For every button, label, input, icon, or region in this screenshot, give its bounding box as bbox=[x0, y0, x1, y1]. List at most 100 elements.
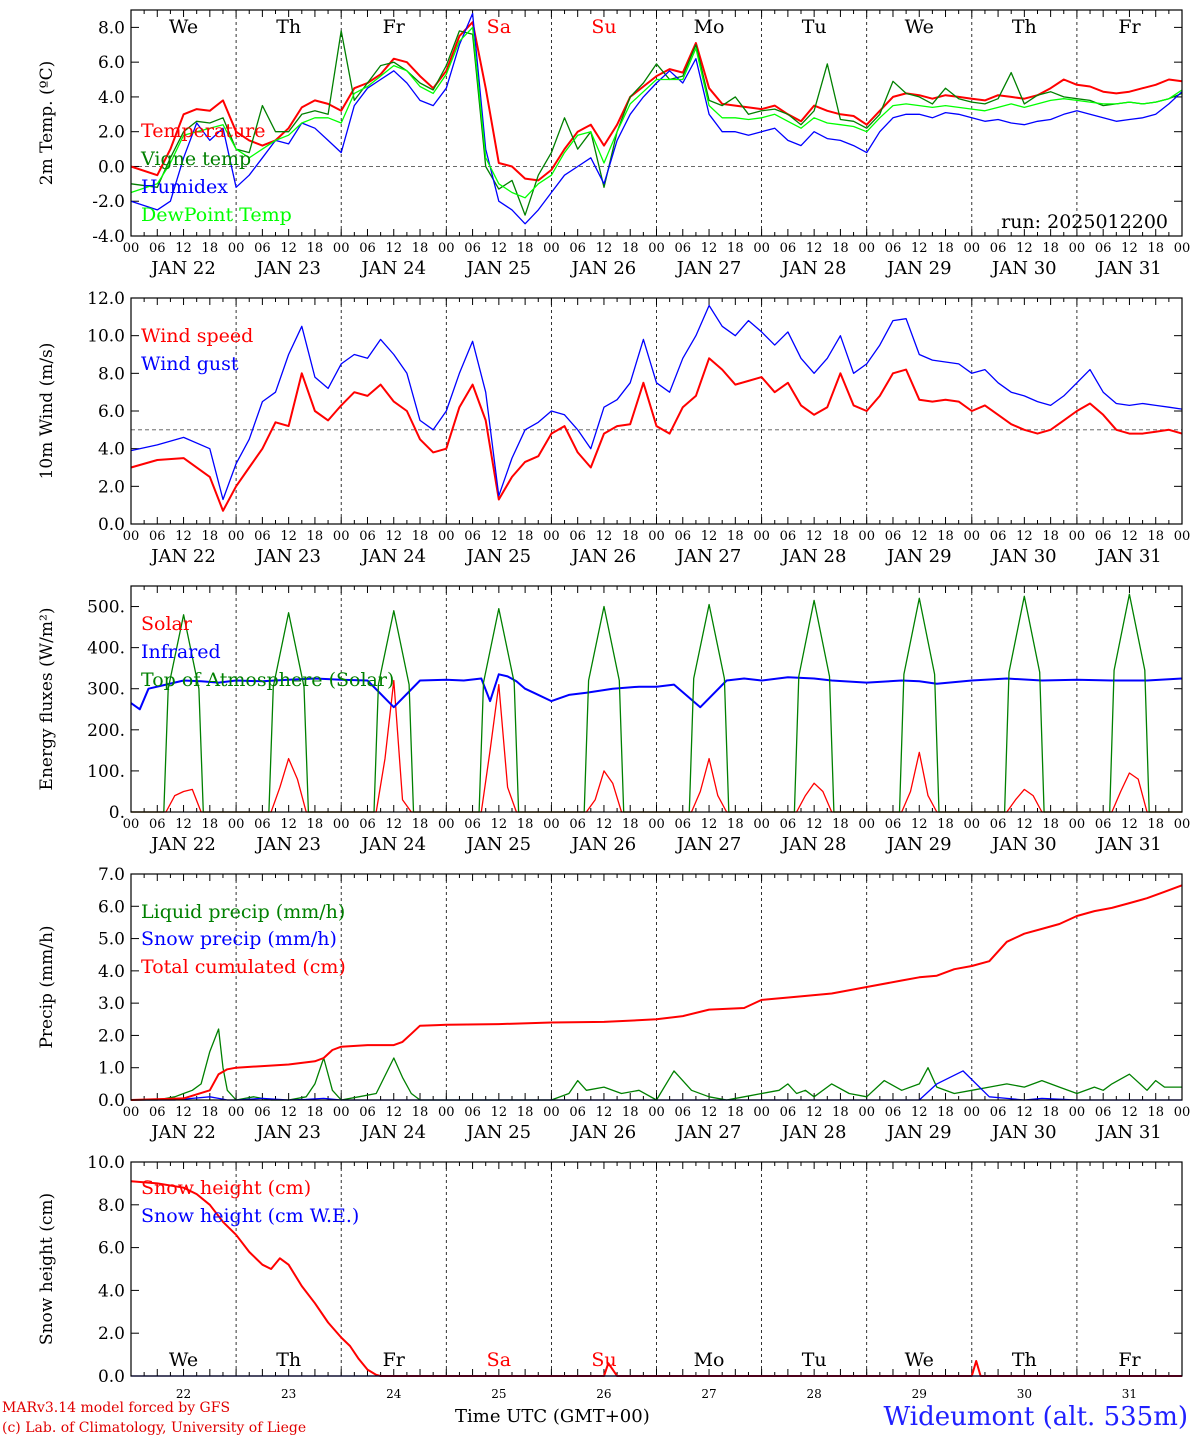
hour-tick-label: 06 bbox=[149, 529, 166, 544]
hour-tick-label: 06 bbox=[149, 1105, 166, 1120]
hour-tick-label: 00 bbox=[1174, 817, 1191, 832]
hour-tick-label: 06 bbox=[359, 241, 376, 256]
hour-tick-label: 12 bbox=[491, 1105, 508, 1120]
legend-entry: Total cumulated (cm) bbox=[141, 956, 346, 978]
hour-tick-label: 18 bbox=[832, 241, 849, 256]
date-label: JAN 27 bbox=[675, 1122, 742, 1143]
hour-tick-label: 12 bbox=[385, 529, 402, 544]
hour-tick-label: 12 bbox=[1016, 529, 1033, 544]
hour-tick-label: 12 bbox=[806, 529, 823, 544]
hour-tick-label: 12 bbox=[701, 529, 718, 544]
hour-tick-label: 00 bbox=[123, 241, 140, 256]
hour-tick-label: 06 bbox=[885, 817, 902, 832]
hour-tick-label: 06 bbox=[1095, 529, 1112, 544]
hour-tick-label: 00 bbox=[438, 529, 455, 544]
y-tick-label: 10.0 bbox=[87, 327, 125, 347]
date-label: JAN 31 bbox=[1095, 834, 1162, 855]
hour-tick-label: 00 bbox=[123, 529, 140, 544]
hour-tick-label: 12 bbox=[385, 817, 402, 832]
hour-tick-label: 18 bbox=[202, 1105, 219, 1120]
series-line-1-3 bbox=[130, 12, 1183, 225]
hour-tick-label: 18 bbox=[622, 817, 639, 832]
y-axis-label: Energy fluxes (W/m²) bbox=[37, 608, 57, 791]
weekday-label: Th bbox=[1012, 1349, 1037, 1371]
hour-tick-label: 12 bbox=[701, 1105, 718, 1120]
hour-tick-label: 00 bbox=[648, 529, 665, 544]
y-tick-label: -2.0 bbox=[92, 192, 125, 212]
hour-tick-label: 12 bbox=[491, 817, 508, 832]
y-tick-label: 4.0 bbox=[98, 962, 125, 982]
hour-tick-label: 06 bbox=[569, 529, 586, 544]
day-number-label: 22 bbox=[176, 1387, 191, 1401]
weekday-label: We bbox=[905, 16, 934, 38]
weekday-label: We bbox=[169, 16, 198, 38]
hour-tick-label: 06 bbox=[1095, 1105, 1112, 1120]
hour-tick-label: 00 bbox=[438, 817, 455, 832]
date-label: JAN 27 bbox=[675, 546, 742, 567]
weekday-label: Fr bbox=[1118, 1349, 1141, 1371]
series-line-1-2 bbox=[130, 30, 1183, 216]
y-tick-label: -4.0 bbox=[92, 227, 125, 247]
hour-tick-label: 06 bbox=[254, 817, 271, 832]
hour-tick-label: 18 bbox=[1042, 529, 1059, 544]
weekday-label: Fr bbox=[383, 1349, 406, 1371]
hour-tick-label: 06 bbox=[254, 529, 271, 544]
date-label: JAN 30 bbox=[990, 258, 1057, 279]
date-label: JAN 23 bbox=[254, 258, 321, 279]
hour-tick-label: 12 bbox=[806, 817, 823, 832]
date-label: JAN 30 bbox=[990, 546, 1057, 567]
day-number-label: 30 bbox=[1017, 1387, 1032, 1401]
date-label: JAN 26 bbox=[570, 546, 637, 567]
panel-2: 00 06 12 18 00 06 12 18 00 06 12 18 00 06 12 18 00 06 12 18… bbox=[37, 289, 1190, 567]
hour-tick-label: 06 bbox=[464, 817, 481, 832]
date-label: JAN 30 bbox=[990, 834, 1057, 855]
hour-tick-label: 18 bbox=[1147, 817, 1164, 832]
run-label: run: 2025012200 bbox=[1001, 211, 1168, 233]
date-label: JAN 23 bbox=[254, 546, 321, 567]
date-label: JAN 31 bbox=[1095, 258, 1162, 279]
y-tick-label: 100. bbox=[87, 762, 125, 782]
day-number-label: 24 bbox=[386, 1387, 402, 1401]
weekday-label: Fr bbox=[1118, 16, 1141, 38]
hour-tick-label: 00 bbox=[543, 529, 560, 544]
plot-frame bbox=[130, 9, 1183, 237]
weekday-label: Th bbox=[1012, 16, 1037, 38]
y-axis-label: 10m Wind (m/s) bbox=[37, 343, 57, 480]
hour-tick-label: 00 bbox=[1069, 1105, 1086, 1120]
hour-tick-label: 06 bbox=[464, 241, 481, 256]
hour-tick-label: 18 bbox=[832, 1105, 849, 1120]
hour-tick-label: 00 bbox=[964, 1105, 981, 1120]
date-label: JAN 25 bbox=[465, 258, 532, 279]
y-tick-label: 8.0 bbox=[98, 18, 125, 38]
hour-tick-label: 18 bbox=[517, 241, 534, 256]
weekday-label: Tu bbox=[802, 1349, 827, 1371]
hour-tick-label: 06 bbox=[885, 1105, 902, 1120]
hour-tick-label: 18 bbox=[412, 241, 429, 256]
hour-tick-label: 00 bbox=[753, 241, 770, 256]
legend-entry: Snow precip (mm/h) bbox=[141, 928, 337, 950]
legend-entry: Snow height (cm W.E.) bbox=[141, 1205, 359, 1227]
hour-tick-label: 12 bbox=[175, 529, 192, 544]
hour-tick-label: 12 bbox=[280, 817, 297, 832]
hour-tick-label: 12 bbox=[596, 529, 613, 544]
hour-tick-label: 06 bbox=[254, 1105, 271, 1120]
plot-frame bbox=[130, 585, 1183, 813]
date-label: JAN 23 bbox=[254, 834, 321, 855]
hour-tick-label: 18 bbox=[307, 241, 324, 256]
hour-tick-label: 06 bbox=[1095, 241, 1112, 256]
weekday-label: Mo bbox=[694, 16, 725, 38]
date-label: JAN 29 bbox=[885, 258, 952, 279]
hour-tick-label: 12 bbox=[491, 529, 508, 544]
hour-tick-label: 18 bbox=[517, 1105, 534, 1120]
hour-tick-label: 18 bbox=[202, 529, 219, 544]
hour-tick-label: 06 bbox=[569, 1105, 586, 1120]
date-label: JAN 29 bbox=[885, 546, 952, 567]
weekday-label: Mo bbox=[694, 1349, 725, 1371]
time-axis-label: Time UTC (GMT+00) bbox=[455, 1406, 650, 1427]
y-tick-label: 400. bbox=[87, 639, 125, 659]
hour-tick-label: 00 bbox=[1069, 529, 1086, 544]
credit-line-2: (c) Lab. of Climatology, University of L… bbox=[2, 1420, 307, 1436]
legend-entry: Humidex bbox=[141, 176, 228, 198]
hour-tick-label: 12 bbox=[280, 1105, 297, 1120]
hour-tick-label: 18 bbox=[517, 817, 534, 832]
